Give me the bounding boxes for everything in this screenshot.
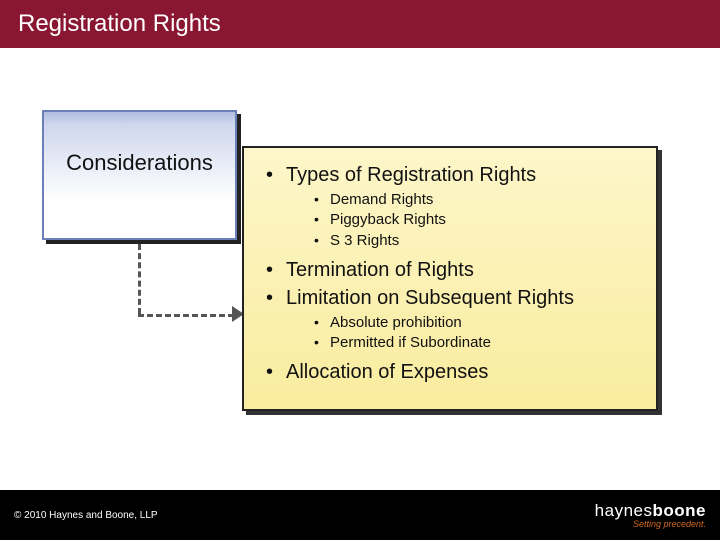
logo-text: haynesboone: [595, 501, 706, 521]
list-item: Termination of Rights: [258, 257, 642, 283]
page-title: Registration Rights: [18, 10, 221, 38]
considerations-box: Considerations: [42, 110, 237, 240]
sublist: Absolute prohibition Permitted if Subord…: [286, 313, 642, 354]
logo-tagline: Setting precedent.: [633, 519, 706, 529]
logo: haynesboone Setting precedent.: [595, 501, 706, 529]
list-item: Types of Registration Rights Demand Righ…: [258, 162, 642, 251]
list-item: Allocation of Expenses: [258, 359, 642, 385]
content-box: Types of Registration Rights Demand Righ…: [242, 146, 658, 411]
footer: © 2010 Haynes and Boone, LLP haynesboone…: [0, 490, 720, 540]
connector-horizontal: [138, 314, 234, 317]
list-item: Limitation on Subsequent Rights Absolute…: [258, 285, 642, 354]
list-item: Piggyback Rights: [286, 210, 642, 230]
sublist: Demand Rights Piggyback Rights S 3 Right…: [286, 190, 642, 251]
content-list: Types of Registration Rights Demand Righ…: [258, 162, 642, 385]
considerations-label: Considerations: [66, 150, 213, 176]
list-item: S 3 Rights: [286, 231, 642, 251]
list-item: Permitted if Subordinate: [286, 333, 642, 353]
slide-canvas: Considerations Types of Registration Rig…: [0, 48, 720, 490]
list-item: Demand Rights: [286, 190, 642, 210]
copyright: © 2010 Haynes and Boone, LLP: [14, 510, 158, 521]
list-item: Absolute prohibition: [286, 313, 642, 333]
title-bar: Registration Rights: [0, 0, 720, 48]
connector-vertical: [138, 244, 141, 314]
